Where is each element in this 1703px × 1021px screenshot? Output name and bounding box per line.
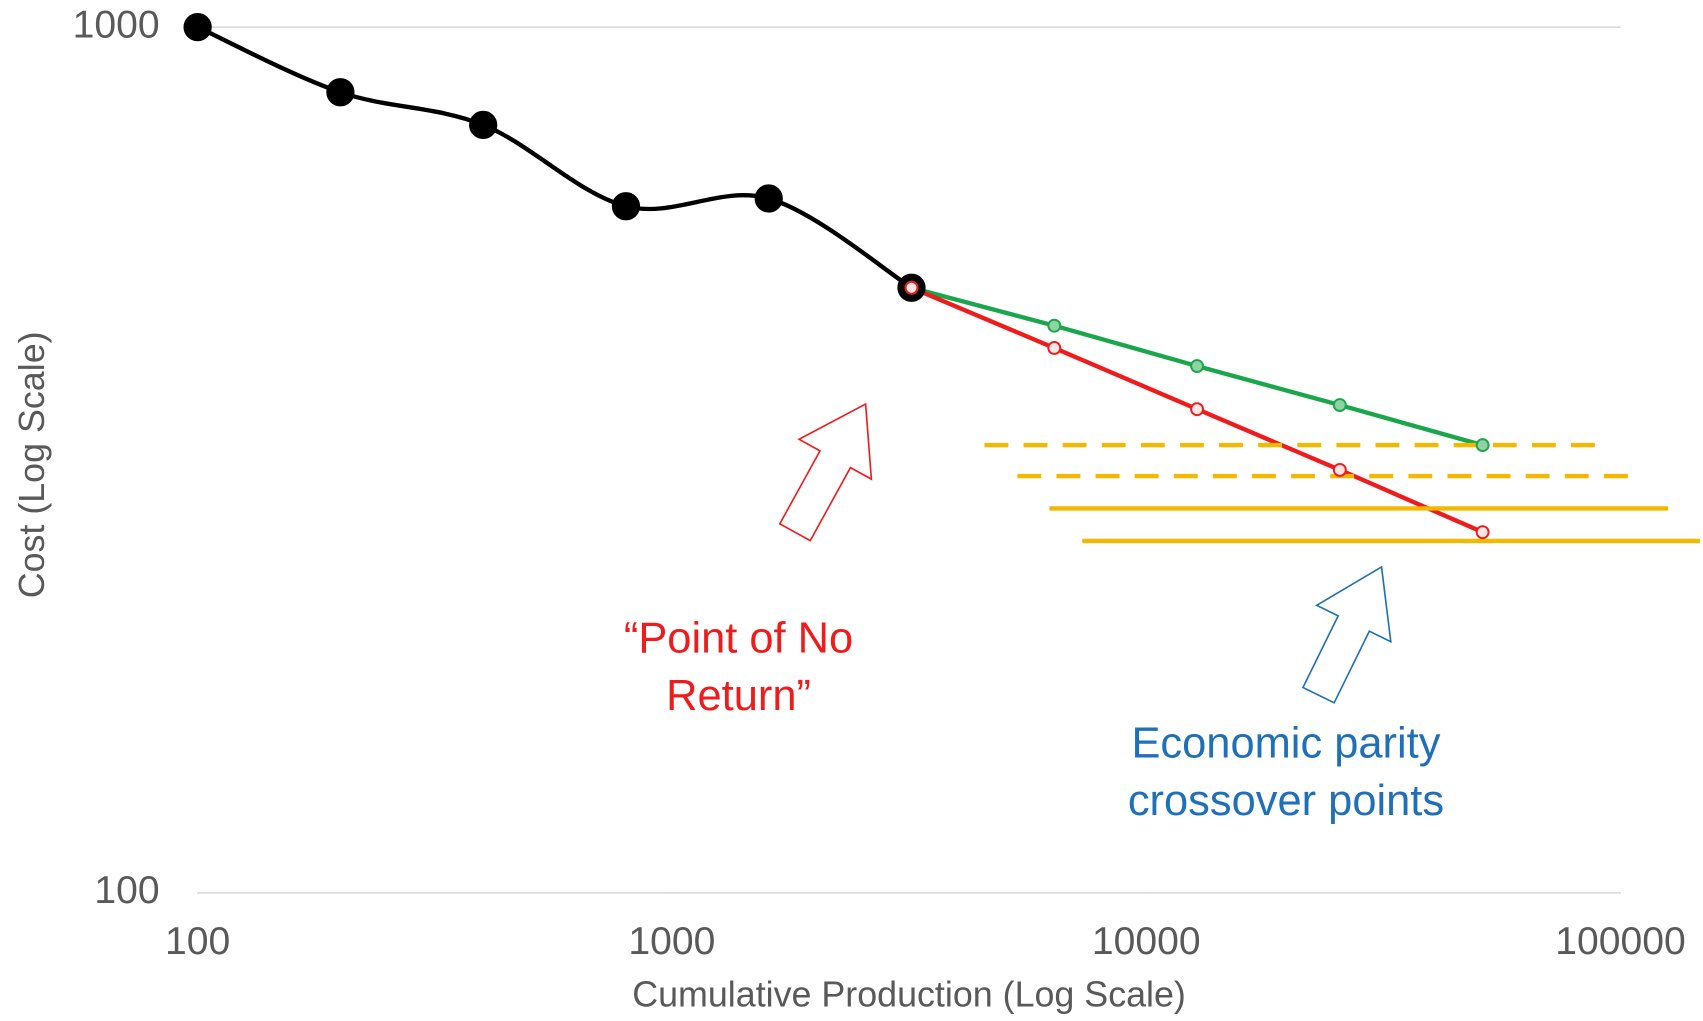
- marker: [1047, 318, 1062, 333]
- marker: [1190, 402, 1205, 417]
- marker: [183, 13, 212, 42]
- marker: [1332, 398, 1347, 412]
- x-axis-title: Cumulative Production (Log Scale): [632, 975, 1186, 1015]
- marker: [1475, 525, 1490, 540]
- marker: [469, 110, 498, 140]
- y-tick-label: 1000: [73, 3, 160, 46]
- series-line: [196, 25, 913, 290]
- annotation: Return”: [666, 672, 811, 720]
- y-axis-title: Cost (Log Scale): [12, 331, 52, 598]
- x-tick-label: 1000: [628, 920, 715, 963]
- y-tick-label: 100: [94, 869, 159, 912]
- marker: [611, 192, 641, 221]
- annotation: crossover points: [1128, 777, 1444, 825]
- x-tick-label: 10000: [1092, 920, 1201, 963]
- marker: [904, 280, 919, 295]
- arrow: [778, 402, 873, 542]
- marker: [1475, 438, 1490, 453]
- marker: [1332, 462, 1347, 477]
- marker: [1047, 341, 1062, 355]
- x-tick-label: 100000: [1555, 920, 1685, 963]
- arrow: [1301, 565, 1392, 704]
- x-tick-label: 100: [165, 920, 230, 963]
- marker: [1190, 359, 1205, 373]
- marker: [326, 78, 355, 107]
- marker: [754, 184, 783, 213]
- annotation: “Point of No: [624, 614, 853, 662]
- annotation: Economic parity: [1131, 720, 1440, 768]
